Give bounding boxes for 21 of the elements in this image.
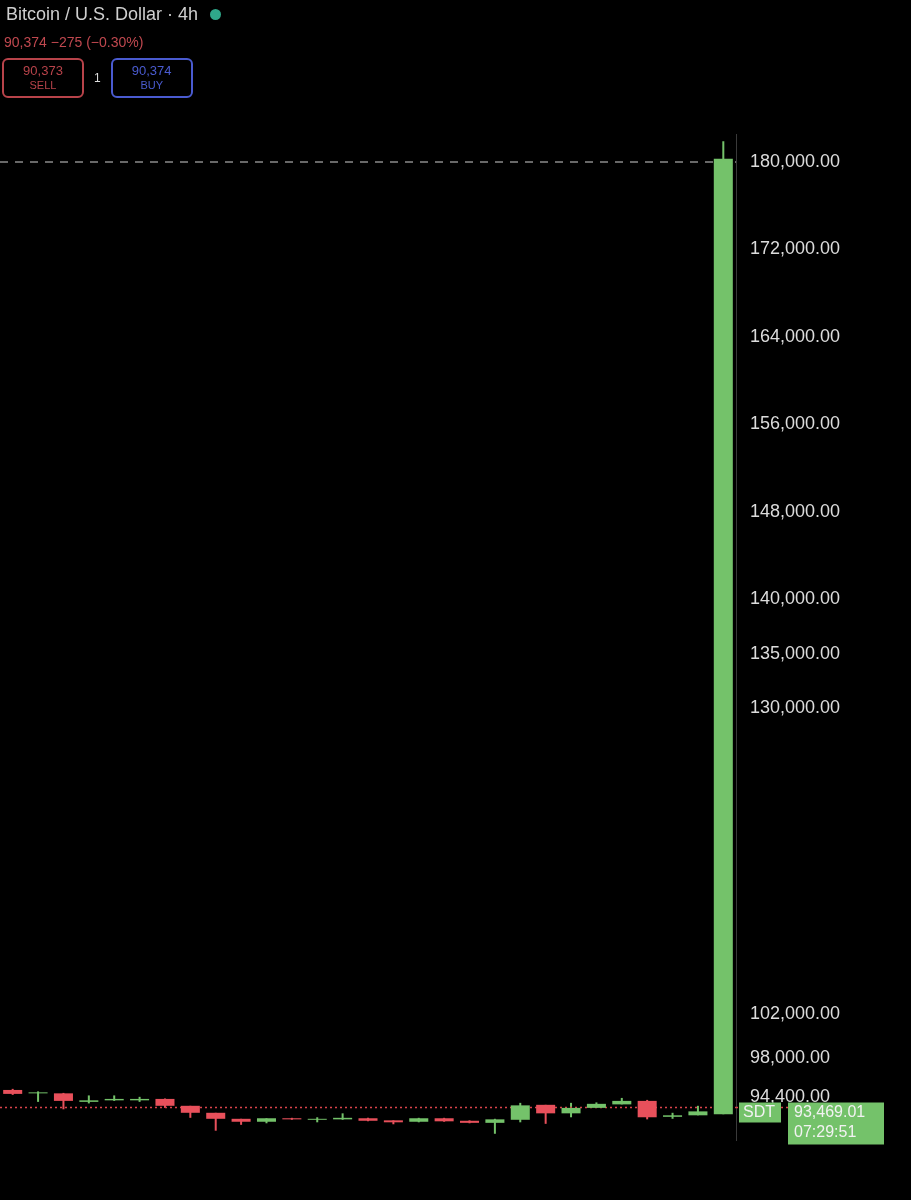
y-tick-label: 130,000.00 [750, 697, 841, 718]
y-tick-label: 148,000.00 [750, 500, 841, 521]
y-tick-label: 135,000.00 [750, 642, 841, 663]
text: 90,373 [22, 63, 64, 78]
text: SELL [28, 78, 58, 93]
candlestick [637, 1098, 657, 1121]
y-tick-label: 172,000.00 [750, 238, 841, 259]
candlestick [510, 1101, 530, 1124]
text: 90,374 [130, 63, 173, 78]
candlestick [28, 1090, 48, 1103]
y-tick-label: 140,000.00 [750, 588, 841, 609]
chart-subtitle: 90,374 −275 (−0.30%) [4, 34, 144, 50]
y-tick-label: 180,000.00 [750, 151, 841, 172]
text: 07:29:51 [794, 1122, 857, 1140]
chart-title: Bitcoin / U.S. Dollar · 4h [6, 4, 199, 25]
y-tick-label: 156,000.00 [750, 413, 841, 434]
y-tick-label: 98,000.00 [750, 1047, 831, 1068]
y-tick-label: 102,000.00 [750, 1003, 841, 1024]
text: BUY [139, 78, 164, 93]
text: 1 [94, 71, 101, 85]
y-tick-label: 164,000.00 [750, 325, 841, 346]
